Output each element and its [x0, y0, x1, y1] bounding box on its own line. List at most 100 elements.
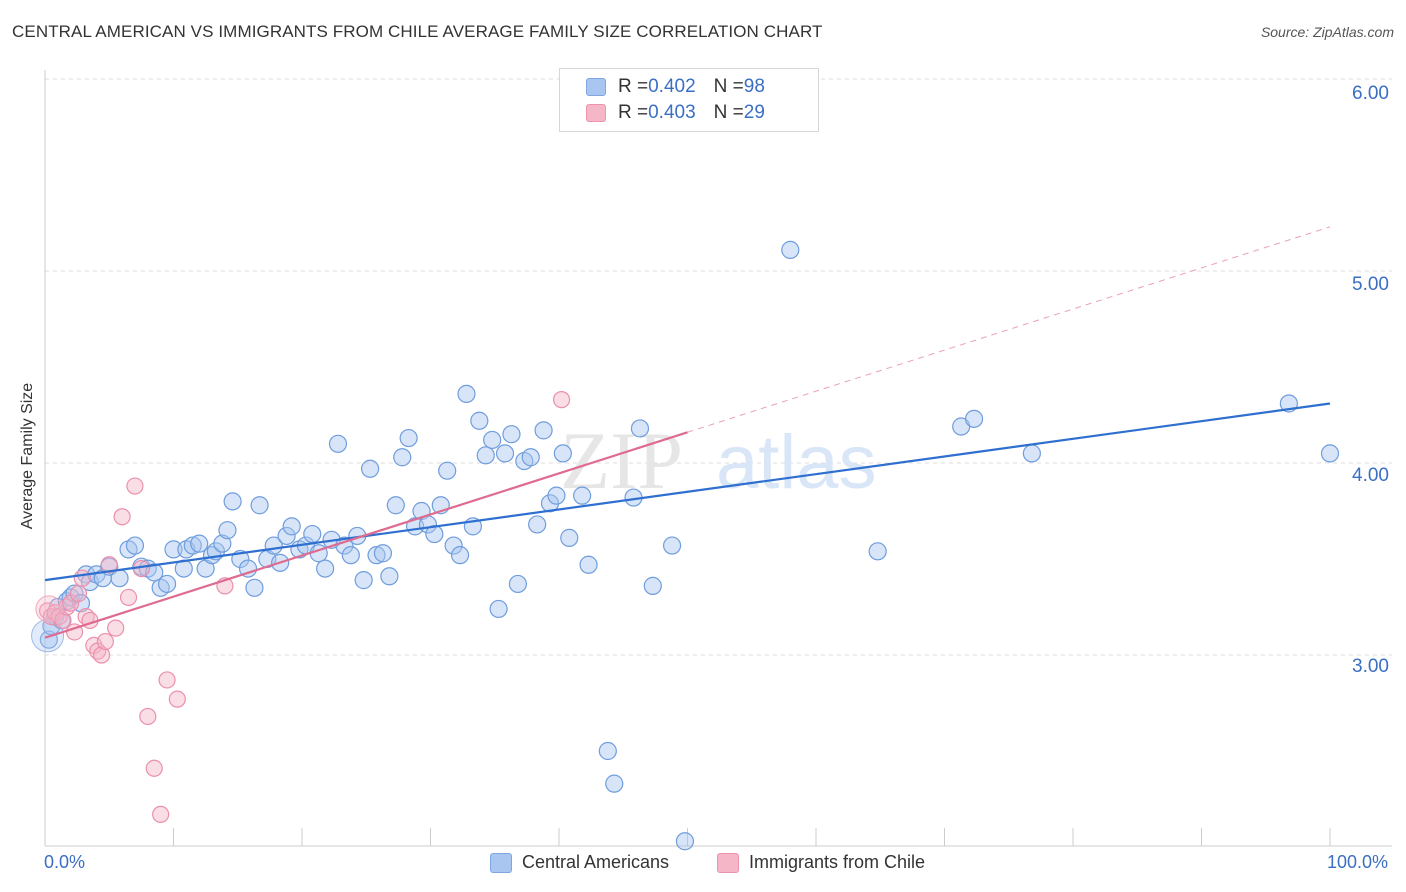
legend-row-central-americans: R = 0.402 N = 98 [586, 75, 765, 99]
chile-point [107, 619, 125, 637]
central-americans-point [476, 446, 495, 465]
x-tick-label: 0.0% [44, 852, 86, 872]
central-americans-point [145, 563, 164, 582]
central-americans-point [250, 496, 269, 515]
central-americans-point [495, 444, 515, 463]
chile-point [145, 759, 163, 777]
central-americans-point [282, 517, 301, 536]
central-americans-point [781, 240, 800, 259]
central-americans-point [164, 540, 183, 559]
central-americans-point [547, 486, 566, 505]
central-americans-point [470, 411, 489, 430]
central-americans-point [190, 534, 209, 553]
chile-point [119, 588, 138, 607]
gridlines [45, 78, 1392, 656]
x-tick-label: 100.0% [1327, 852, 1389, 872]
y-tick-label: 6.00 [1352, 83, 1389, 104]
watermark-atlas: atlas [716, 420, 877, 505]
central-americans-point [502, 425, 521, 444]
chile-point [126, 477, 144, 495]
central-americans-point [361, 459, 380, 478]
trend-lines [44, 226, 1331, 639]
central-americans-point [213, 534, 232, 553]
chile-point [158, 671, 176, 689]
central-americans-point [245, 578, 264, 597]
bottom-legend-label: Central Americans [522, 852, 670, 872]
central-americans-point [380, 567, 399, 586]
blue-swatch [586, 78, 606, 96]
legend-row-chile: R = 0.403 N = 29 [586, 101, 765, 125]
central-americans-point [1320, 444, 1340, 463]
blue-swatch [490, 852, 512, 873]
chile-point [69, 584, 88, 603]
central-americans-point [964, 409, 984, 428]
y-tick-label: 5.00 [1352, 274, 1389, 295]
source-credit: Source: ZipAtlas.com [1260, 24, 1394, 40]
y-axis-title: Average Family Size [19, 382, 36, 530]
central-americans-point [534, 421, 553, 440]
central-americans-point [450, 546, 470, 565]
chile-trend-extension [687, 226, 1331, 433]
y-tick-label: 4.00 [1352, 465, 1389, 486]
central-americans-point [393, 448, 412, 467]
central-americans-point [457, 384, 476, 403]
central-americans-point [65, 584, 84, 603]
axes [44, 70, 1392, 847]
central-americans-point [528, 515, 547, 534]
watermark-zip: ZIP [560, 415, 683, 506]
legend-n-value: 29 [743, 102, 765, 123]
central-americans-point [71, 594, 91, 613]
central-americans-point [438, 461, 457, 480]
central-americans-trend-line [44, 402, 1331, 582]
legend-n-value: 98 [743, 76, 765, 97]
central-americans-point [1022, 444, 1041, 463]
chile-point [113, 508, 131, 526]
y-tick-label: 3.00 [1352, 656, 1389, 677]
central-americans-point [354, 571, 373, 590]
central-americans-point [489, 599, 508, 619]
chile-point [73, 569, 91, 587]
central-americans-point [303, 524, 322, 544]
pink-swatch [717, 852, 739, 873]
legend-r-value: 0.402 [648, 76, 696, 97]
central-americans-point [444, 536, 463, 555]
central-americans-point [238, 559, 258, 578]
central-americans-point [483, 430, 502, 450]
chile-point [139, 707, 157, 726]
legend-r-value: 0.403 [648, 102, 696, 123]
central-americans-point [125, 536, 145, 555]
central-americans-point [508, 574, 527, 594]
central-americans-point [560, 528, 579, 547]
central-americans-point [218, 521, 237, 540]
legend-r-label: R = [618, 102, 649, 123]
central-americans-point [110, 569, 129, 588]
central-americans-point [868, 542, 887, 561]
central-americans-point [675, 832, 695, 851]
chile-point [92, 646, 111, 664]
central-americans-points [31, 240, 1340, 851]
central-americans-point [553, 444, 572, 463]
central-americans-point [328, 434, 348, 453]
central-americans-point [277, 526, 296, 546]
legend-n-label: N = [713, 102, 744, 123]
watermark: ZIP atlas [560, 415, 877, 506]
chile-point [168, 690, 186, 708]
central-americans-point [316, 559, 335, 578]
correlation-legend: R = 0.402 N = 98 R = 0.403 N = 29 [559, 68, 819, 132]
chile-trend-line [44, 431, 688, 639]
central-americans-point [598, 741, 617, 761]
chile-point [35, 595, 63, 623]
chile-point [552, 391, 571, 409]
central-americans-point [183, 536, 202, 555]
chart-title: CENTRAL AMERICAN VS IMMIGRANTS FROM CHIL… [12, 22, 823, 41]
central-americans-point [386, 496, 405, 515]
legend-r-label: R = [618, 76, 649, 97]
bottom-legend-label: Immigrants from Chile [749, 852, 926, 872]
central-americans-point [630, 419, 650, 438]
chile-point [152, 805, 170, 823]
central-americans-point [373, 544, 393, 563]
central-americans-point [643, 576, 662, 595]
bottom-legend-central-americans: Central Americans [490, 852, 669, 873]
central-americans-point [662, 536, 682, 555]
